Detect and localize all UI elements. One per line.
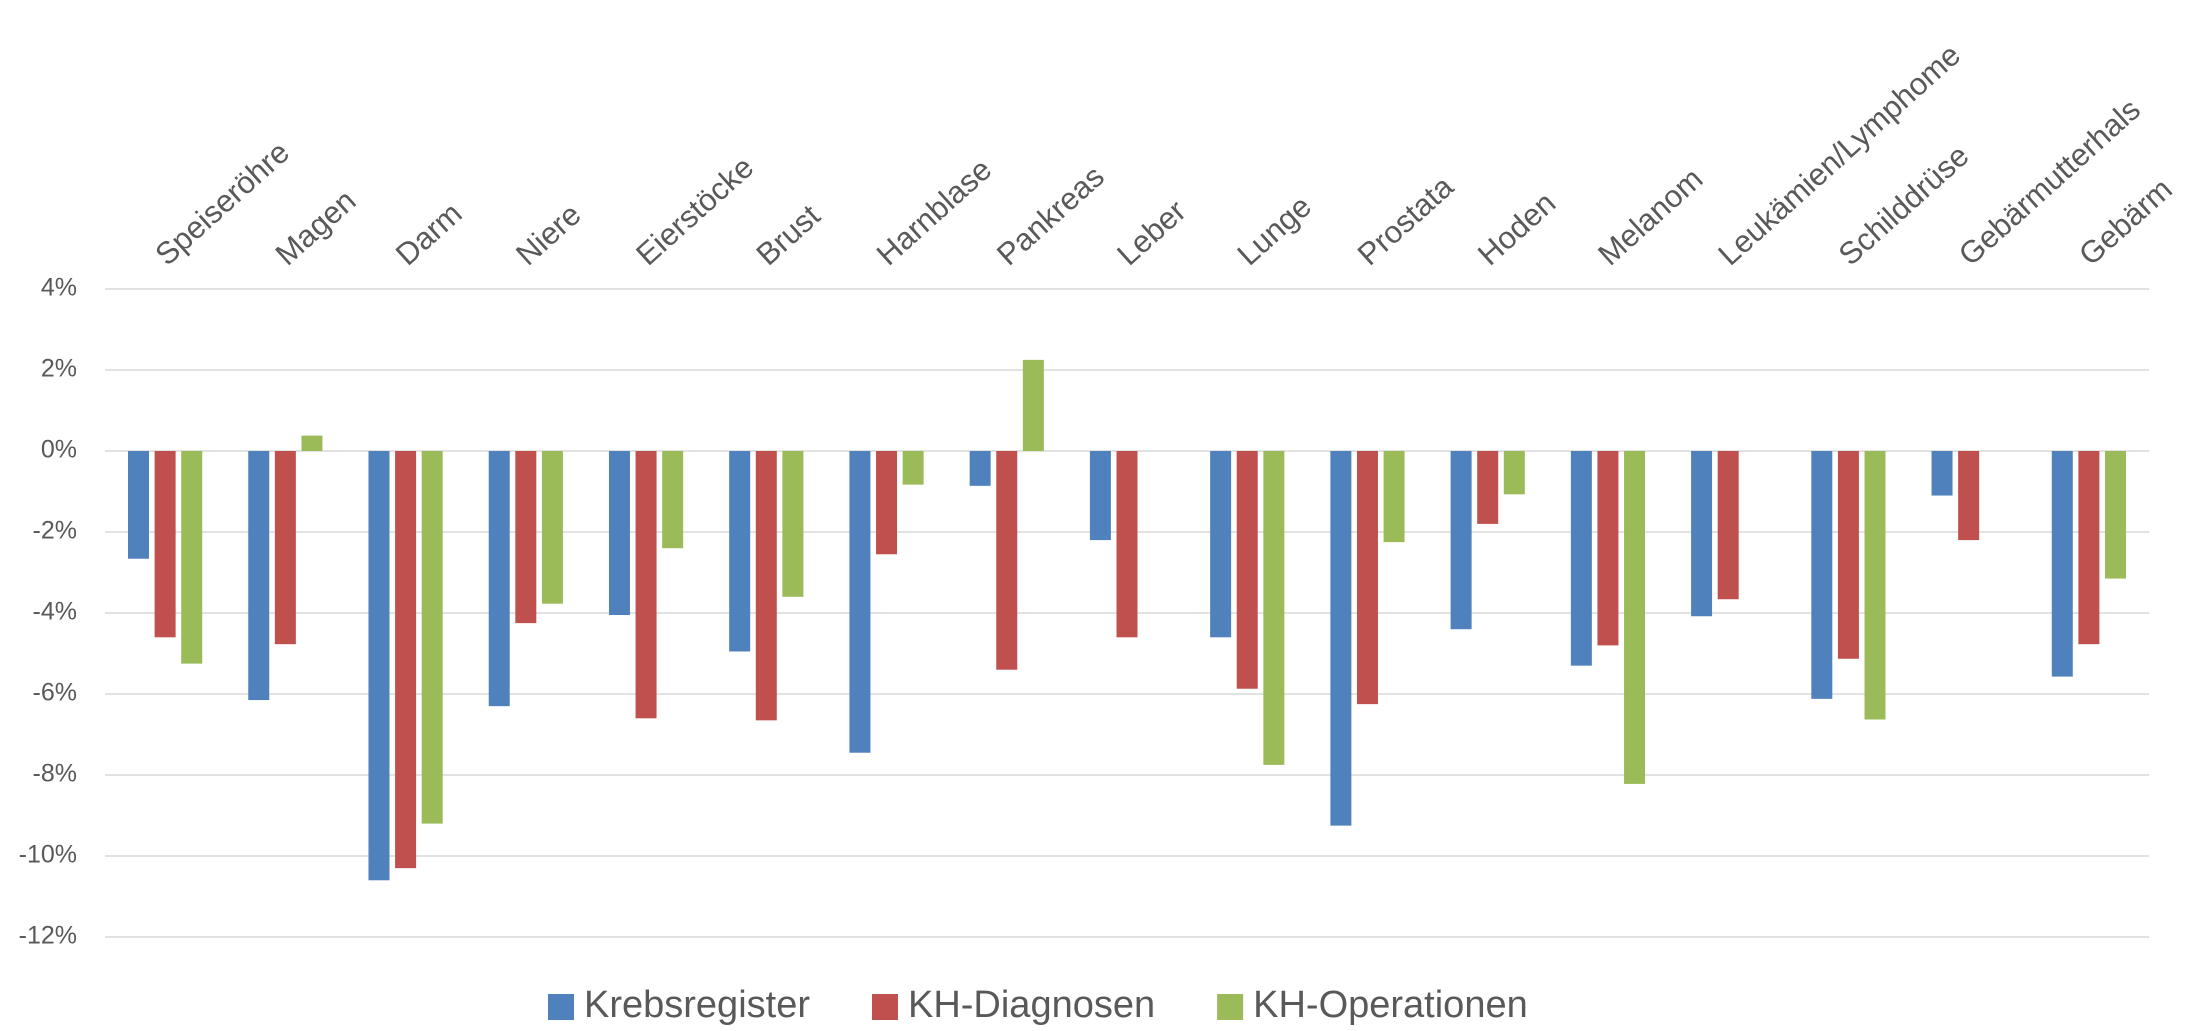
y-tick-label: -4%: [33, 598, 77, 626]
bar: [1477, 451, 1499, 524]
legend-label: KH-Diagnosen: [908, 984, 1155, 1026]
bar: [1022, 359, 1044, 451]
y-tick-label: -2%: [33, 517, 77, 545]
x-tick-label: Pankreas: [990, 159, 1111, 273]
x-tick-label: Niere: [509, 197, 587, 273]
legend-label: KH-Operationen: [1253, 984, 1528, 1026]
x-tick-label: Hoden: [1471, 185, 1562, 272]
bar: [1811, 451, 1833, 699]
bar: [1624, 451, 1646, 784]
bar: [1210, 451, 1232, 638]
bar: [876, 451, 898, 555]
bar: [1864, 451, 1886, 720]
x-tick-label: Harnblase: [870, 152, 998, 273]
bar: [1931, 451, 1953, 496]
y-tick-label: 4%: [41, 274, 77, 302]
bar: [1450, 451, 1472, 630]
bar: [849, 451, 871, 753]
x-tick-label: Darm: [389, 195, 469, 272]
bar: [662, 451, 684, 549]
y-tick-label: 2%: [41, 355, 77, 383]
bar: [1958, 451, 1980, 541]
legend-swatch: [1217, 994, 1244, 1020]
bar: [1236, 451, 1258, 689]
y-tick-label: -8%: [33, 760, 77, 788]
x-tick-label: Eierstöcke: [629, 149, 760, 272]
x-tick-label: Gebärm: [2072, 171, 2179, 272]
bar: [1330, 451, 1352, 826]
bar: [1503, 451, 1525, 495]
y-tick-label: -6%: [33, 679, 77, 707]
bar: [1691, 451, 1713, 617]
bar: [395, 451, 417, 869]
legend-label: Krebsregister: [584, 984, 810, 1026]
x-tick-label: Leber: [1110, 193, 1192, 272]
y-tick-label: 0%: [41, 436, 77, 464]
x-tick-label: Lunge: [1230, 189, 1317, 273]
bar: [782, 451, 804, 597]
bar: [515, 451, 537, 624]
bar: [274, 451, 296, 645]
bar: [608, 451, 630, 616]
x-tick-label: Leukämien/Lymphome: [1711, 37, 1967, 272]
bar: [248, 451, 270, 701]
bar: [1837, 451, 1859, 659]
bar: [2051, 451, 2073, 677]
bar: [488, 451, 510, 707]
bar: [421, 451, 443, 824]
bar: [1570, 451, 1592, 666]
x-tick-label: Melanom: [1591, 161, 1709, 272]
bar: [2104, 451, 2126, 579]
bar: [181, 451, 203, 664]
bar: [2078, 451, 2100, 645]
x-tick-label: Prostata: [1351, 168, 1461, 272]
bar: [541, 451, 563, 604]
legend-swatch: [548, 994, 574, 1020]
bar: [1597, 451, 1619, 646]
bar: [368, 451, 390, 881]
x-tick-label: Brust: [750, 198, 827, 273]
x-tick-label: Magen: [269, 183, 363, 272]
legend-swatch: [871, 994, 898, 1020]
bar: [1263, 451, 1285, 765]
bar: [755, 451, 777, 721]
bar: [902, 451, 924, 485]
bar: [729, 451, 751, 652]
bar: [128, 451, 150, 559]
bar: [301, 435, 323, 451]
y-tick-label: -12%: [19, 922, 77, 950]
bar: [1089, 451, 1111, 541]
bar: [154, 451, 176, 638]
bar: [1116, 451, 1138, 638]
bar: [969, 451, 991, 486]
bar: [1383, 451, 1405, 543]
bar: [1717, 451, 1739, 600]
y-tick-label: -10%: [19, 841, 77, 869]
bar: [996, 451, 1018, 670]
bar: [1356, 451, 1378, 705]
bar: [635, 451, 657, 719]
